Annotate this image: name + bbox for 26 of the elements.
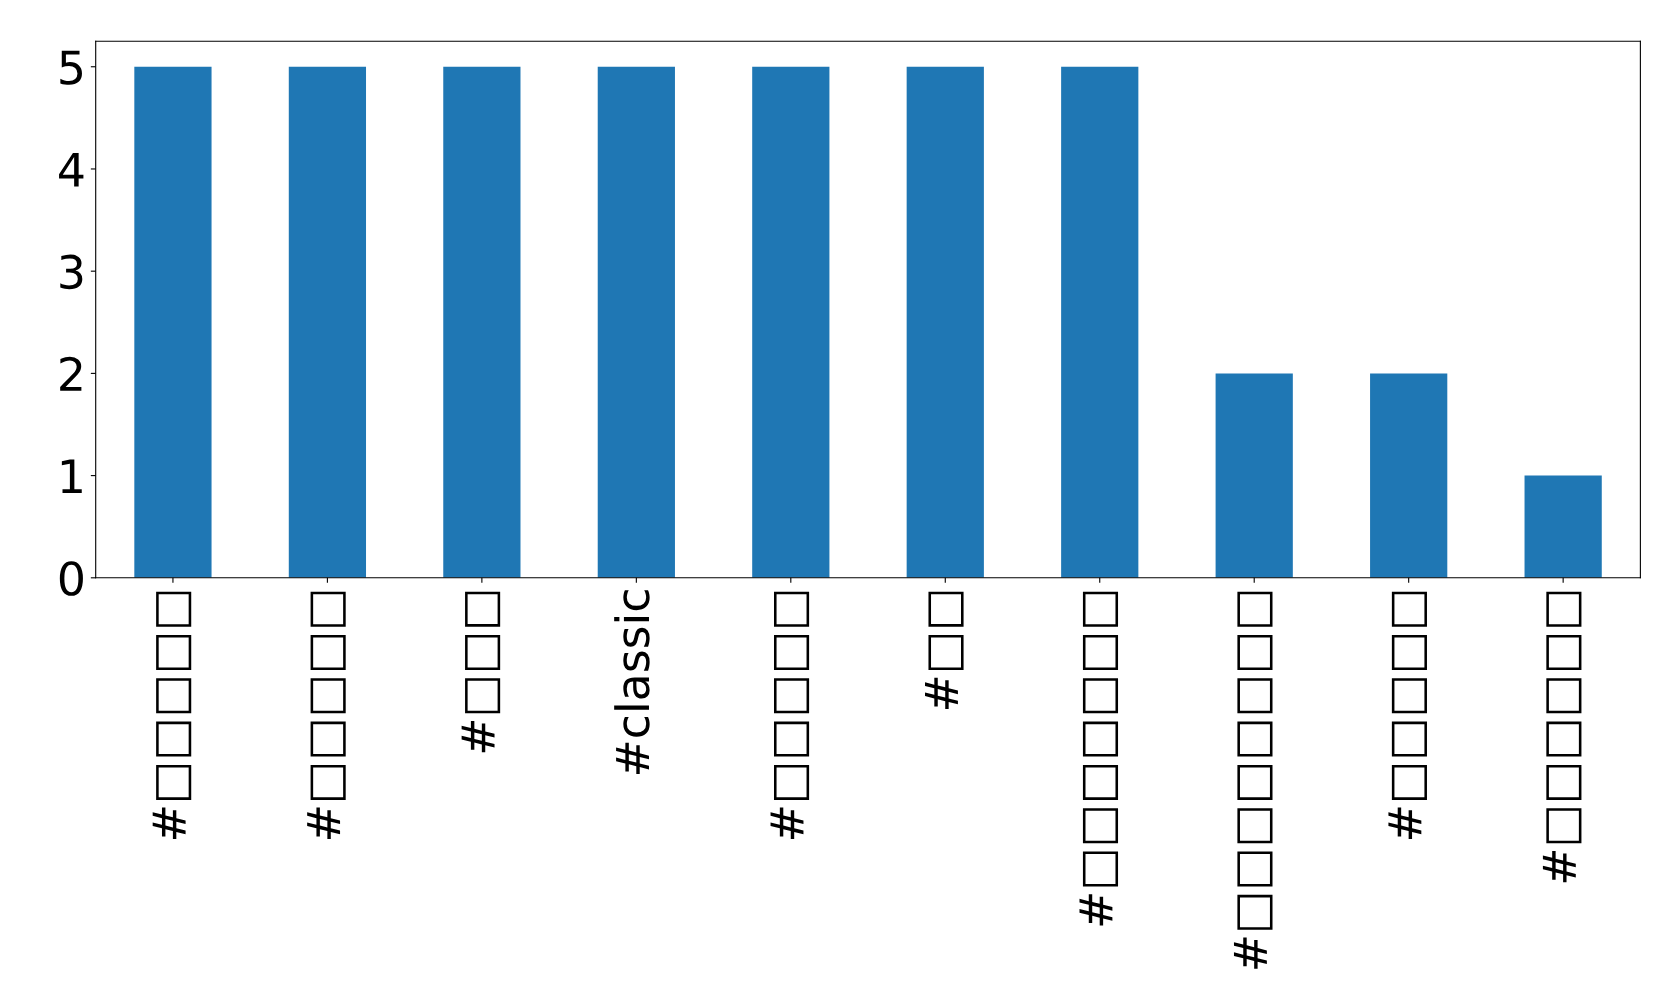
x-tick-label: #□□□□□ (1388, 591, 1427, 839)
bar (752, 66, 830, 578)
y-tick-label: 3 (60, 254, 83, 290)
x-tick-label: #□□□□□ (770, 591, 810, 839)
x-tick-label: #classic (614, 590, 650, 775)
bar (443, 66, 521, 578)
x-tick-label: #□□□ (461, 591, 501, 753)
y-tick-label: 1 (61, 459, 82, 494)
y-tick-label: 2 (60, 356, 82, 391)
x-tick-label: #□□□□□□□ (1079, 591, 1119, 926)
x-tick-label: #□□□□□□ (1542, 591, 1582, 883)
x-tick-label: #□□□□□ (307, 591, 346, 839)
bar (906, 66, 984, 578)
bar (1061, 66, 1139, 578)
bar (1215, 373, 1293, 578)
x-tick-label: #□□ (925, 591, 964, 710)
y-tick-label: 4 (59, 152, 84, 187)
x-tick-label: #□□□□□□□□ (1233, 591, 1273, 969)
y-tick-label: 5 (60, 50, 82, 85)
bar (134, 66, 212, 578)
bar (597, 66, 675, 578)
bar (1370, 373, 1448, 578)
bar (1524, 475, 1602, 578)
y-tick-label: 0 (59, 561, 83, 596)
x-tick-label: #□□□□□ (152, 591, 192, 839)
bar (288, 66, 367, 578)
